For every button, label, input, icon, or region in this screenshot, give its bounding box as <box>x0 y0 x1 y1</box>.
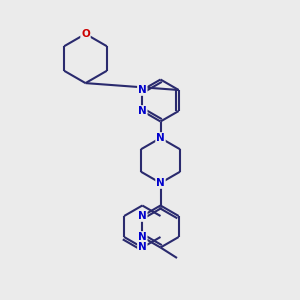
Text: O: O <box>81 29 90 39</box>
Text: N: N <box>138 232 147 242</box>
Text: N: N <box>138 106 147 116</box>
Text: N: N <box>138 85 147 95</box>
Text: N: N <box>138 211 147 221</box>
Text: N: N <box>156 133 165 143</box>
Text: N: N <box>156 178 165 188</box>
Text: N: N <box>138 242 147 253</box>
